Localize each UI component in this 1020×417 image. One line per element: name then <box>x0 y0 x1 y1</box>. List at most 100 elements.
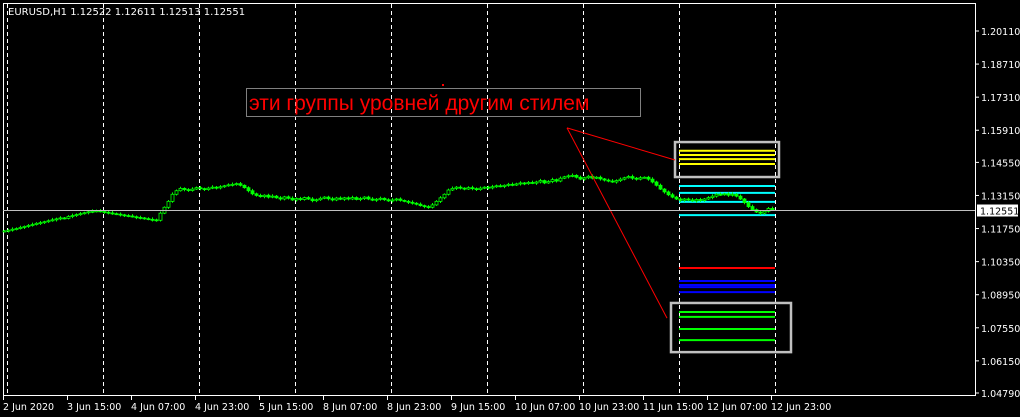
current-price-badge <box>977 204 1018 217</box>
candle-body <box>34 222 39 225</box>
candle-body <box>182 187 187 190</box>
candle-body <box>686 198 691 201</box>
candle-body <box>82 212 87 215</box>
candle-body <box>690 199 695 202</box>
candle-body <box>554 179 559 182</box>
candle-body <box>446 189 451 195</box>
candle-body <box>294 198 299 201</box>
candle-body <box>478 187 483 190</box>
candle-body <box>430 204 435 208</box>
candle-body <box>178 187 183 192</box>
y-tick-label: 1.11750 <box>981 225 1020 236</box>
trendline[interactable] <box>566 127 676 161</box>
candle-body <box>398 198 403 201</box>
candle-body <box>130 215 135 218</box>
candle-body <box>650 178 655 183</box>
candle-body <box>586 175 591 179</box>
candle-body <box>254 193 259 196</box>
candle-body <box>718 193 723 196</box>
x-tick-label: 12 Jun 23:00 <box>771 402 831 413</box>
candle-body <box>642 176 647 179</box>
candle-body <box>302 197 307 200</box>
y-tick-label: 1.20110 <box>981 27 1020 38</box>
candle-body <box>742 198 747 203</box>
x-tick-label: 3 Jun 15:00 <box>67 402 121 413</box>
candle-body <box>10 228 15 231</box>
x-tick-label: 2 Jun 2020 <box>3 402 54 413</box>
candle-body <box>526 182 531 185</box>
candle-body <box>574 174 579 178</box>
candle-body <box>54 218 59 221</box>
candle-body <box>142 217 147 220</box>
candle-body <box>402 200 407 202</box>
candles <box>2 173 775 233</box>
candle-body <box>266 194 271 198</box>
candle-body <box>314 199 319 202</box>
candle-body <box>242 184 247 189</box>
candle-body <box>610 180 615 183</box>
candle-body <box>334 197 339 201</box>
candle-body <box>166 200 171 208</box>
candle-body <box>534 181 539 184</box>
price-axis: 1.20110 1.18710 1.17310 1.15910 1.14550 1.131… <box>975 27 1020 400</box>
candle-body <box>202 188 207 191</box>
candle-body <box>570 174 575 177</box>
candle-body <box>290 197 295 201</box>
candle-body <box>218 186 223 189</box>
candle-body <box>350 197 355 200</box>
annotation-box[interactable] <box>246 88 641 117</box>
annotation-text[interactable]: эти группы уровней другим стилем <box>249 92 589 115</box>
candle-body <box>358 198 363 200</box>
candle-body <box>734 193 739 197</box>
candle-body <box>210 186 215 189</box>
candle-body <box>622 177 627 180</box>
x-tick-label: 9 Jun 15:00 <box>451 402 505 413</box>
x-tick-label: 5 Jun 15:00 <box>259 402 313 413</box>
candle-body <box>158 212 163 221</box>
candle-body <box>606 179 611 182</box>
candle-body <box>418 203 423 207</box>
y-tick-label: 1.13150 <box>981 191 1020 202</box>
candle-body <box>698 199 703 201</box>
candle-body <box>122 214 127 217</box>
candle-body <box>366 196 371 200</box>
candle-body <box>74 214 79 216</box>
candle-body <box>674 196 679 200</box>
candle-body <box>258 195 263 198</box>
candle-body <box>494 185 499 188</box>
candle-body <box>286 196 291 199</box>
candle-body <box>658 184 663 190</box>
candle-body <box>510 183 515 186</box>
candle-body <box>710 195 715 198</box>
level-group-box[interactable] <box>669 301 793 354</box>
trendline[interactable] <box>566 127 668 319</box>
candle-body <box>730 193 735 196</box>
candle-body <box>306 197 311 200</box>
candle-body <box>282 196 287 200</box>
candle-body <box>342 197 347 200</box>
y-tick-label: 1.04790 <box>981 389 1020 400</box>
candle-body <box>262 194 267 198</box>
candle-body <box>214 186 219 189</box>
boxes[interactable] <box>669 140 793 354</box>
candle-body <box>114 213 119 216</box>
candle-body <box>506 183 511 186</box>
levels <box>679 149 775 342</box>
candle-body <box>250 190 255 195</box>
candle-body <box>6 229 11 232</box>
candle-body <box>410 201 415 204</box>
candle-body <box>454 186 459 189</box>
candle-body <box>190 188 195 191</box>
candle-body <box>18 226 23 229</box>
candle-body <box>102 211 107 213</box>
candle-body <box>394 198 399 201</box>
candle-body <box>346 197 351 200</box>
candle-body <box>30 224 35 226</box>
trendlines[interactable] <box>566 127 676 319</box>
candle-body <box>706 197 711 200</box>
candle-body <box>406 200 411 203</box>
candle-body <box>558 177 563 182</box>
grid <box>7 4 776 395</box>
candle-body <box>198 187 203 190</box>
